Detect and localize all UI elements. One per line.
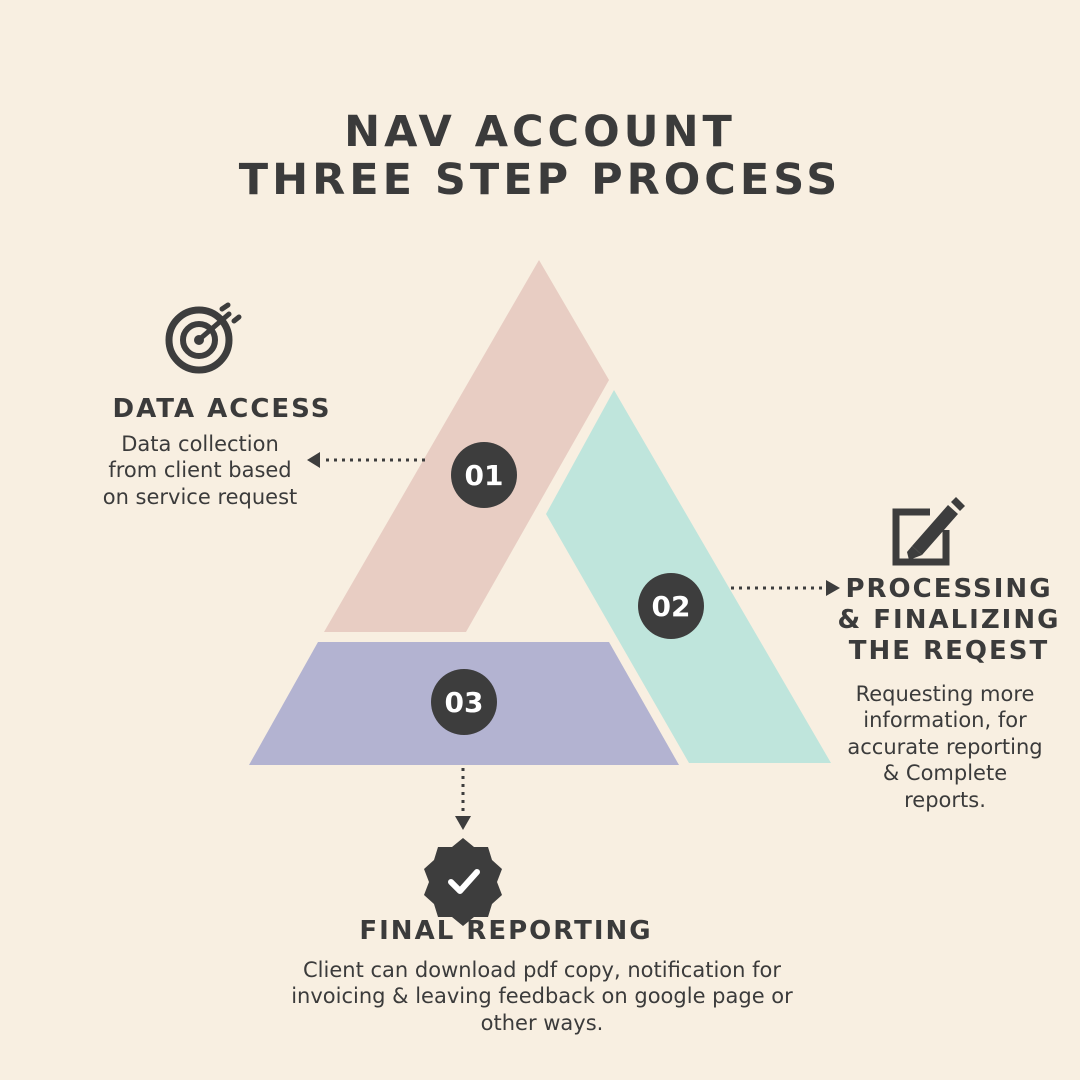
step-03-desc-line: invoicing & leaving feedback on google p…: [291, 984, 793, 1009]
step-02-description: Requesting more information, for accurat…: [832, 681, 1058, 813]
step-03-heading: FINAL REPORTING: [359, 916, 653, 946]
step-01-desc-line: Data collection: [121, 432, 279, 456]
title-line-2: THREE STEP PROCESS: [238, 155, 842, 206]
page-title: NAV ACCOUNT THREE STEP PROCESS: [0, 108, 1080, 204]
title-line-1: NAV ACCOUNT: [344, 107, 736, 157]
step-02-desc-line: accurate reporting: [847, 734, 1043, 759]
step-02-desc-line: Requesting more: [855, 682, 1035, 706]
step-01-number: 01: [451, 442, 517, 508]
step-01-description: Data collection from client based on ser…: [72, 431, 328, 510]
arrowhead-01: [307, 452, 320, 468]
step-02-heading-line: PROCESSING: [845, 574, 1053, 604]
arrowhead-02: [826, 580, 840, 596]
step-02-desc-line: & Complete: [882, 761, 1008, 786]
step-01-desc-line: on service request: [102, 484, 298, 509]
step-03-description: Client can download pdf copy, notificati…: [220, 957, 864, 1036]
step-03-desc-line: other ways.: [480, 1010, 604, 1035]
step-02-number: 02: [638, 573, 704, 639]
step-03-number: 03: [431, 669, 497, 735]
arrowhead-03: [455, 816, 471, 830]
step-01-heading: DATA ACCESS: [112, 394, 332, 424]
edit-icon: [892, 497, 965, 566]
step-02-heading-line: THE REQEST: [848, 636, 1050, 666]
step-02-heading: PROCESSING & FINALIZING THE REQEST: [836, 574, 1062, 667]
step-02-desc-line: reports.: [904, 787, 986, 812]
step-03-desc-line: Client can download pdf copy, notificati…: [303, 958, 781, 982]
step-02-heading-line: & FINALIZING: [837, 605, 1061, 635]
segment-02: [546, 390, 831, 763]
step-02-desc-line: information, for: [863, 708, 1027, 733]
step-01-desc-line: from client based: [108, 458, 292, 483]
verified-badge-icon: [424, 838, 502, 926]
target-icon: [165, 302, 242, 374]
